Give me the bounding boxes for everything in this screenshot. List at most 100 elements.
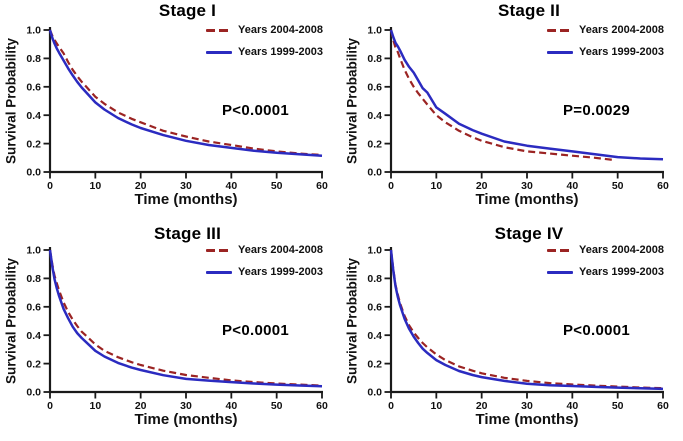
axis-lines bbox=[389, 27, 664, 174]
y-tick-label: 0.6 bbox=[367, 302, 382, 314]
panel-title: Stage I bbox=[158, 1, 217, 20]
curve-years-2004-2008 bbox=[48, 29, 323, 157]
x-tick-label: 0 bbox=[47, 180, 53, 192]
y-tick-label: 0.8 bbox=[26, 273, 41, 285]
y-tick-label: 0.6 bbox=[367, 82, 382, 94]
y-tick-label: 0.4 bbox=[367, 330, 382, 342]
panel-stage-iii: Stage III Survival Probability 0 10 20 30 40… bbox=[0, 220, 341, 441]
legend-label: Years 1999-2003 bbox=[238, 266, 324, 278]
x-tick-label: 30 bbox=[180, 180, 192, 192]
p-value-annotation: P<0.0001 bbox=[563, 322, 631, 339]
x-tick-label: 40 bbox=[225, 400, 237, 412]
curve-years-2004-2008 bbox=[48, 249, 323, 387]
y-tick-label: 0.2 bbox=[367, 358, 382, 370]
curve-years-1999-2003 bbox=[48, 29, 323, 157]
y-tick-label: 0.6 bbox=[26, 302, 41, 314]
legend: Years 2004-2008 Years 1999-2003 bbox=[206, 243, 323, 287]
p-value-annotation: P=0.0029 bbox=[563, 102, 631, 119]
x-tick-label: 0 bbox=[47, 400, 53, 412]
y-tick-label: 0.8 bbox=[26, 53, 41, 65]
x-axis-label: Time (months) bbox=[134, 411, 238, 428]
y-tick-label: 0.2 bbox=[26, 358, 41, 370]
x-tick-label: 50 bbox=[612, 180, 624, 192]
legend-item: Years 2004-2008 bbox=[206, 243, 323, 257]
x-tick-label: 20 bbox=[476, 400, 488, 412]
x-tick-label: 60 bbox=[316, 400, 328, 412]
x-tick-label: 60 bbox=[316, 180, 328, 192]
y-tick-label: 1.0 bbox=[367, 25, 382, 37]
p-value-annotation: P<0.0001 bbox=[222, 322, 290, 339]
survival-plot: 0 10 20 30 40 50 60 0.0 0.2 0.4 0.6 0.8 1.0 bbox=[26, 245, 328, 412]
x-tick-label: 20 bbox=[476, 180, 488, 192]
legend-label: Years 1999-2003 bbox=[579, 266, 665, 278]
legend-item: Years 1999-2003 bbox=[206, 265, 323, 279]
panel-title: Stage II bbox=[497, 1, 561, 20]
p-value-annotation: P<0.0001 bbox=[222, 102, 290, 119]
dashed-line-swatch bbox=[547, 28, 573, 32]
solid-line-swatch bbox=[547, 270, 573, 274]
x-axis-label: Time (months) bbox=[134, 191, 238, 208]
x-tick-label: 10 bbox=[89, 400, 101, 412]
y-tick-label: 0.0 bbox=[26, 167, 41, 179]
x-tick-label: 40 bbox=[566, 180, 578, 192]
curve-years-1999-2003 bbox=[389, 249, 664, 391]
solid-line-swatch bbox=[547, 50, 573, 54]
survival-plot: 0 10 20 30 40 50 60 0.0 0.2 0.4 0.6 0.8 1.0 bbox=[367, 25, 669, 192]
axis-lines bbox=[48, 27, 323, 174]
x-tick-label: 60 bbox=[657, 400, 669, 412]
x-tick-label: 40 bbox=[225, 180, 237, 192]
survival-plot: 0 10 20 30 40 50 60 0.0 0.2 0.4 0.6 0.8 1.0 bbox=[26, 25, 328, 192]
legend-label: Years 2004-2008 bbox=[579, 24, 665, 36]
dashed-line-swatch bbox=[206, 28, 232, 32]
y-tick-label: 0.6 bbox=[26, 82, 41, 94]
legend: Years 2004-2008 Years 1999-2003 bbox=[547, 243, 664, 287]
legend-label: Years 2004-2008 bbox=[579, 244, 665, 256]
x-tick-label: 50 bbox=[271, 180, 283, 192]
legend-label: Years 2004-2008 bbox=[238, 24, 324, 36]
y-tick-label: 1.0 bbox=[367, 245, 382, 257]
legend-item: Years 2004-2008 bbox=[547, 23, 664, 37]
y-tick-label: 1.0 bbox=[26, 25, 41, 37]
axis-lines bbox=[389, 247, 664, 394]
y-tick-label: 0.2 bbox=[26, 138, 41, 150]
legend-item: Years 2004-2008 bbox=[206, 23, 323, 37]
x-tick-label: 20 bbox=[135, 180, 147, 192]
x-axis-label: Time (months) bbox=[475, 411, 579, 428]
x-tick-label: 20 bbox=[135, 400, 147, 412]
x-tick-label: 50 bbox=[271, 400, 283, 412]
x-tick-label: 60 bbox=[657, 180, 669, 192]
dashed-line-swatch bbox=[206, 248, 232, 252]
legend-item: Years 1999-2003 bbox=[547, 45, 664, 59]
x-tick-label: 0 bbox=[388, 400, 394, 412]
x-tick-label: 10 bbox=[430, 180, 442, 192]
y-tick-label: 0.8 bbox=[367, 53, 382, 65]
x-axis-label: Time (months) bbox=[475, 191, 579, 208]
x-tick-label: 40 bbox=[566, 400, 578, 412]
y-tick-label: 0.0 bbox=[367, 387, 382, 399]
panel-title: Stage III bbox=[154, 224, 221, 243]
curve-years-1999-2003 bbox=[389, 29, 664, 161]
legend: Years 2004-2008 Years 1999-2003 bbox=[206, 23, 323, 67]
x-tick-label: 50 bbox=[612, 400, 624, 412]
x-tick-label: 30 bbox=[521, 400, 533, 412]
y-tick-label: 1.0 bbox=[26, 245, 41, 257]
y-tick-label: 0.0 bbox=[26, 387, 41, 399]
legend-label: Years 1999-2003 bbox=[579, 46, 665, 58]
panel-stage-i: Stage I Survival Probability 0 10 20 30 40 50… bbox=[0, 0, 341, 220]
curve-years-2004-2008 bbox=[389, 29, 614, 161]
y-tick-label: 0.2 bbox=[367, 138, 382, 150]
axis-lines bbox=[48, 247, 323, 394]
x-tick-label: 10 bbox=[89, 180, 101, 192]
curve-years-2004-2008 bbox=[389, 249, 664, 390]
solid-line-swatch bbox=[206, 270, 232, 274]
legend-item: Years 1999-2003 bbox=[547, 265, 664, 279]
y-tick-label: 0.4 bbox=[367, 110, 382, 122]
y-tick-label: 0.8 bbox=[367, 273, 382, 285]
survival-plot: 0 10 20 30 40 50 60 0.0 0.2 0.4 0.6 0.8 1.0 bbox=[367, 245, 669, 412]
y-tick-label: 0.4 bbox=[26, 110, 41, 122]
x-tick-label: 30 bbox=[180, 400, 192, 412]
solid-line-swatch bbox=[206, 50, 232, 54]
x-tick-label: 10 bbox=[430, 400, 442, 412]
panel-title: Stage IV bbox=[494, 224, 564, 243]
